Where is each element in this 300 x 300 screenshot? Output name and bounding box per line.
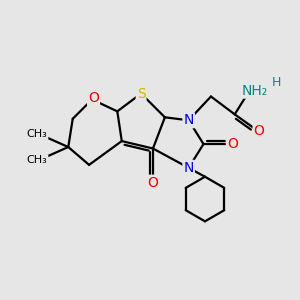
Text: N: N xyxy=(184,113,194,127)
Text: NH₂: NH₂ xyxy=(242,84,268,98)
Text: O: O xyxy=(88,91,99,105)
Text: S: S xyxy=(137,86,146,100)
Text: CH₃: CH₃ xyxy=(27,129,47,139)
Text: N: N xyxy=(184,161,194,175)
Text: O: O xyxy=(254,124,265,138)
Text: H: H xyxy=(272,76,281,89)
Text: O: O xyxy=(227,137,238,151)
Text: CH₃: CH₃ xyxy=(27,155,47,165)
Text: O: O xyxy=(148,176,158,190)
